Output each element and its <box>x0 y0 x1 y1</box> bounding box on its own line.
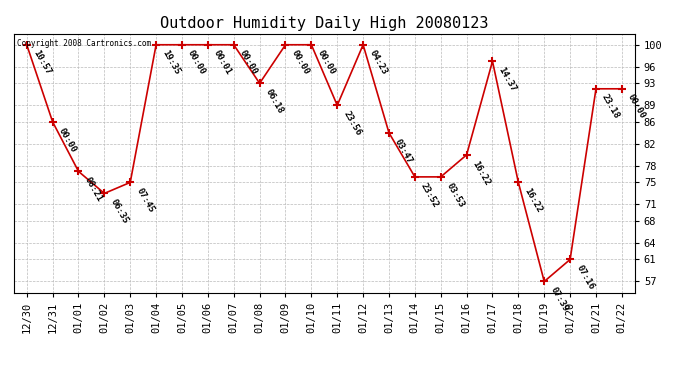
Text: 00:00: 00:00 <box>238 49 259 77</box>
Text: 07:39: 07:39 <box>549 286 570 314</box>
Text: 00:00: 00:00 <box>290 49 311 77</box>
Text: 16:22: 16:22 <box>471 159 492 187</box>
Text: 23:18: 23:18 <box>600 93 622 121</box>
Text: 23:52: 23:52 <box>419 181 440 209</box>
Text: 03:47: 03:47 <box>393 137 415 165</box>
Text: 14:37: 14:37 <box>497 66 518 93</box>
Text: 00:00: 00:00 <box>57 126 78 154</box>
Text: 06:35: 06:35 <box>108 198 130 225</box>
Text: 06:18: 06:18 <box>264 87 285 115</box>
Text: Copyright 2008 Cartronics.com: Copyright 2008 Cartronics.com <box>17 39 151 48</box>
Text: 00:00: 00:00 <box>315 49 337 77</box>
Text: 08:21: 08:21 <box>83 176 104 203</box>
Text: 10:57: 10:57 <box>31 49 52 77</box>
Text: 00:00: 00:00 <box>186 49 208 77</box>
Text: 16:22: 16:22 <box>522 186 544 214</box>
Text: 00:00: 00:00 <box>626 93 647 121</box>
Text: 07:45: 07:45 <box>135 186 156 214</box>
Text: 23:56: 23:56 <box>342 110 363 137</box>
Text: 04:23: 04:23 <box>367 49 388 77</box>
Text: 00:01: 00:01 <box>212 49 233 77</box>
Text: 19:35: 19:35 <box>160 49 181 77</box>
Text: 03:53: 03:53 <box>445 181 466 209</box>
Text: 07:16: 07:16 <box>574 264 595 291</box>
Title: Outdoor Humidity Daily High 20080123: Outdoor Humidity Daily High 20080123 <box>160 16 489 31</box>
